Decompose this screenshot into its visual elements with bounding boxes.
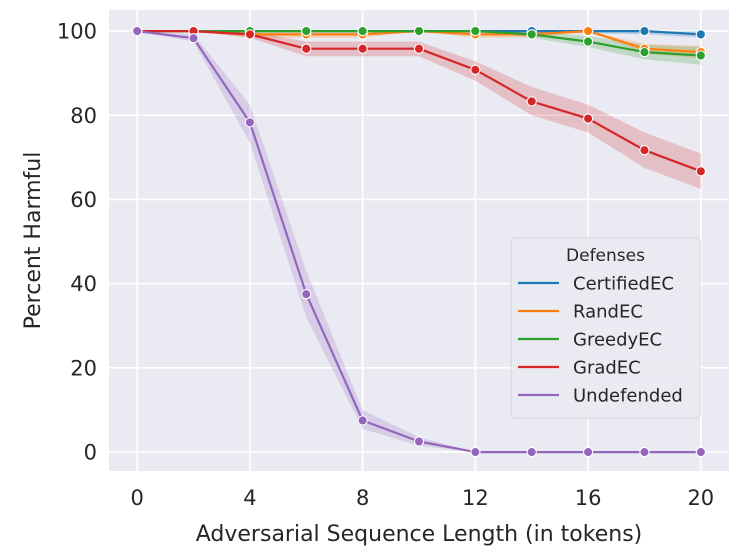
gradec-point <box>357 43 368 54</box>
undefended-point <box>526 446 537 458</box>
gradec-point <box>413 43 425 54</box>
undefended-point <box>357 415 368 426</box>
x-tick-label: 20 <box>687 486 714 510</box>
undefended-point <box>582 446 594 458</box>
gradec-legend-label: GradEC <box>573 358 641 379</box>
greedyec-point <box>413 25 425 37</box>
randec-point <box>582 25 594 37</box>
y-tick-label: 0 <box>84 441 97 465</box>
undefended-point <box>301 289 312 300</box>
y-tick-label: 40 <box>70 272 97 296</box>
x-tick-label: 12 <box>462 486 489 510</box>
undefended-point <box>639 446 650 458</box>
gradec-point <box>639 145 650 156</box>
greedyec-point <box>357 25 368 37</box>
certifiedec-legend-label: CertifiedEC <box>573 274 674 295</box>
gradec-point <box>301 43 312 54</box>
x-tick-label: 4 <box>243 486 256 510</box>
y-tick-labels: 0 20 40 60 80 100 <box>57 20 97 465</box>
gradec-point <box>526 96 537 107</box>
greedyec-point <box>470 25 481 37</box>
undefended-point <box>188 33 199 44</box>
y-tick-label: 20 <box>70 356 97 380</box>
x-tick-label: 8 <box>356 486 369 510</box>
grid-lines <box>109 10 729 471</box>
gradec-point <box>582 113 594 124</box>
legend-items: CertifiedEC RandEC GreedyEC GradEC Undefende… <box>518 274 683 407</box>
certifiedec-point <box>639 25 650 37</box>
x-tick-label: 16 <box>575 486 602 510</box>
undefended-point <box>413 436 425 447</box>
x-tick-labels: 0 4 8 12 16 20 <box>130 486 714 510</box>
greedyec-point <box>526 29 537 40</box>
x-axis-label: Adversarial Sequence Length (in tokens) <box>196 522 643 547</box>
y-tick-label: 80 <box>70 104 97 128</box>
undefended-point <box>244 117 256 128</box>
y-axis-label: Percent Harmful <box>21 152 46 330</box>
greedyec-point <box>582 36 594 47</box>
undefended-point <box>470 446 481 458</box>
greedyec-band <box>137 31 701 65</box>
undefended-point <box>132 25 143 37</box>
greedyec-legend-label: GreedyEC <box>573 330 662 351</box>
greedyec-point <box>301 25 312 37</box>
undefended-point <box>695 446 706 458</box>
gradec-point <box>244 29 256 40</box>
gradec-point <box>470 64 481 75</box>
greedyec-point <box>695 50 706 61</box>
greedyec-point <box>639 46 650 58</box>
legend-title: Defenses <box>566 246 645 266</box>
gradec-band <box>137 31 701 189</box>
x-tick-label: 0 <box>130 486 143 510</box>
series-points <box>132 25 706 458</box>
y-tick-label: 60 <box>70 188 97 212</box>
randec-legend-label: RandEC <box>573 302 643 323</box>
gradec-point <box>695 166 706 177</box>
y-tick-label: 100 <box>57 20 97 44</box>
undefended-legend-label: Undefended <box>573 386 683 407</box>
legend: Defenses CertifiedEC RandEC GreedyEC GradEC… <box>510 237 701 419</box>
certifiedec-point <box>695 29 706 40</box>
